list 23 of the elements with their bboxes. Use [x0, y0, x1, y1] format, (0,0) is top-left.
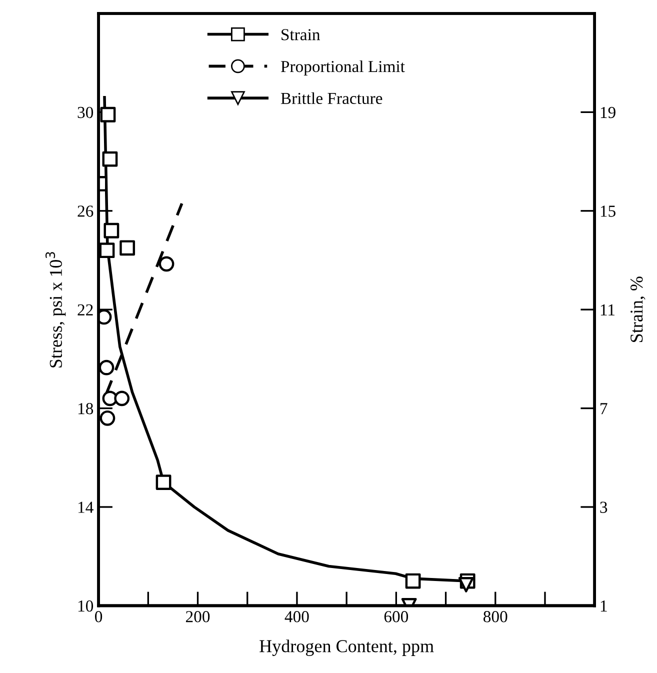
x-tick-label: 400: [284, 611, 309, 622]
y2-tick-label: 3: [600, 502, 608, 513]
legend-label: Proportional Limit: [280, 60, 405, 76]
y-tick-label: 18: [78, 402, 94, 414]
y-tick-label: 30: [78, 106, 94, 118]
x-tick-label: 0: [95, 611, 102, 622]
x-tick-label: 800: [484, 611, 508, 622]
y2-tick-label: 15: [600, 206, 616, 217]
x-axis-title: Hydrogen Content, ppm: [260, 640, 434, 656]
y2-tick-label: 1: [600, 600, 607, 612]
y-tick-label: 10: [78, 600, 94, 612]
y2-tick-label: 11: [600, 304, 614, 316]
y2-axis-title: Strain, %: [630, 276, 646, 342]
y-tick-label: 14: [78, 502, 94, 513]
y2-tick-label: 7: [600, 403, 608, 414]
y-tick-label: 22: [78, 304, 93, 316]
x-tick-label: 200: [186, 611, 210, 622]
y-axis-title: Stress, psi x 10$^{3}$: [46, 252, 66, 368]
x-tick-label: 600: [384, 611, 408, 622]
legend-label: Strain: [282, 29, 320, 40]
y-tick-label: 26: [78, 206, 94, 217]
y2-tick-label: 19: [600, 106, 616, 118]
legend-label: Brittle Fracture: [280, 92, 382, 104]
